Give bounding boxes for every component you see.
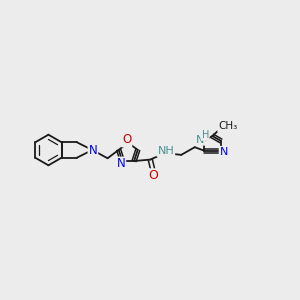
Text: N: N [196, 135, 205, 145]
Text: N: N [220, 147, 228, 157]
Text: NH: NH [158, 146, 174, 156]
Text: N: N [88, 143, 97, 157]
Text: O: O [122, 134, 131, 146]
Text: H: H [202, 130, 209, 140]
Text: N: N [116, 158, 125, 170]
Text: O: O [148, 169, 158, 182]
Text: CH₃: CH₃ [218, 121, 237, 131]
